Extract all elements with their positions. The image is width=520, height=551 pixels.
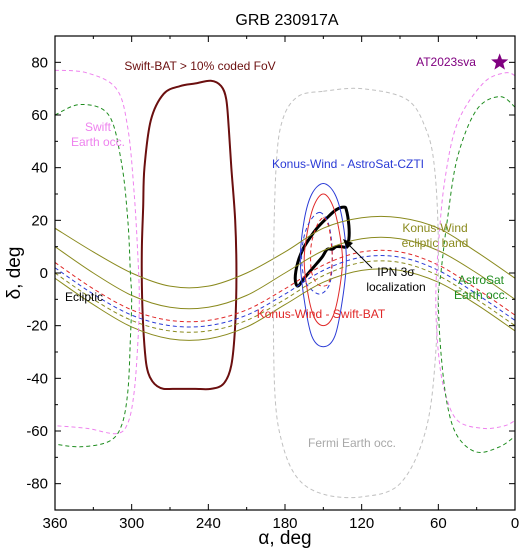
annotation-konus-swift: Konus-Wind - Swift-BAT [257, 307, 386, 321]
x-tick-label: 180 [272, 515, 297, 532]
series-ecliptic-7 [55, 268, 515, 341]
chart-title: GRB 230917A [235, 12, 339, 29]
axis-ticks: 360 300 240 180 120 60 0 80 60 40 20 0 -20 -40 -60 -80 [26, 35, 519, 532]
annotation-swift-bat-fov: Swift-BAT > 10% coded FoV [124, 59, 275, 73]
annotation-swift-earth: Swift Earth occ. [71, 120, 125, 149]
annotations: Swift-BAT > 10% coded FoV AT2023sva Swift E… [65, 55, 508, 450]
series-fermi-earth-16 [272, 87, 439, 499]
x-tick-label: 120 [349, 515, 374, 532]
series-konus-swift-11 [55, 249, 515, 323]
annotation-astrosat-earth: AstroSat Earth occ. [454, 273, 508, 302]
series-konus-astrosat-4 [301, 211, 333, 295]
y-tick-label: 80 [31, 54, 48, 71]
y-tick-label: 0 [40, 265, 48, 282]
series-konus-astrosat-2 [299, 182, 347, 348]
series-ecliptic-9 [55, 260, 515, 333]
annotation-transient: AT2023sva [416, 55, 476, 69]
y-tick-label: -20 [26, 318, 48, 335]
x-tick-label: 240 [196, 515, 221, 532]
annotation-ecliptic: Ecliptic [65, 290, 103, 304]
series-konus-astrosat-10 [55, 255, 515, 328]
series-ecliptic-8 [55, 215, 515, 289]
y-tick-label: -80 [26, 476, 48, 493]
series-konus-swift-3 [303, 193, 343, 327]
series-astrosat-earth-15 [437, 96, 515, 453]
series-astrosat-earth-14 [55, 103, 133, 448]
y-tick-label: -40 [26, 370, 48, 387]
x-axis-label: α, deg [258, 528, 311, 549]
y-tick-label: -60 [26, 423, 48, 440]
x-tick-label: 360 [42, 515, 67, 532]
y-tick-label: 60 [31, 107, 48, 124]
x-tick-label: 60 [430, 515, 447, 532]
y-tick-label: 40 [31, 160, 48, 177]
plot-area [55, 53, 515, 499]
x-tick-label: 0 [511, 515, 519, 532]
annotation-konus-ecliptic-band: Konus-Wind ecliptic band [402, 221, 469, 250]
series-swift-earth-12 [55, 69, 140, 435]
annotation-fermi-earth: Fermi Earth occ. [308, 436, 396, 450]
annotation-konus-astrosat: Konus-Wind - AstroSat-CZTI [272, 157, 424, 171]
transient-marker [491, 53, 509, 70]
series-swift-earth-13 [435, 72, 515, 430]
y-axis-label: δ, deg [4, 247, 25, 300]
x-tick-label: 300 [119, 515, 144, 532]
y-tick-label: 20 [31, 212, 48, 229]
series-swift-bat-0 [140, 79, 238, 391]
annotation-ipn: IPN 3σ localization [366, 265, 425, 294]
ipn-pointer-arrow [343, 239, 373, 269]
